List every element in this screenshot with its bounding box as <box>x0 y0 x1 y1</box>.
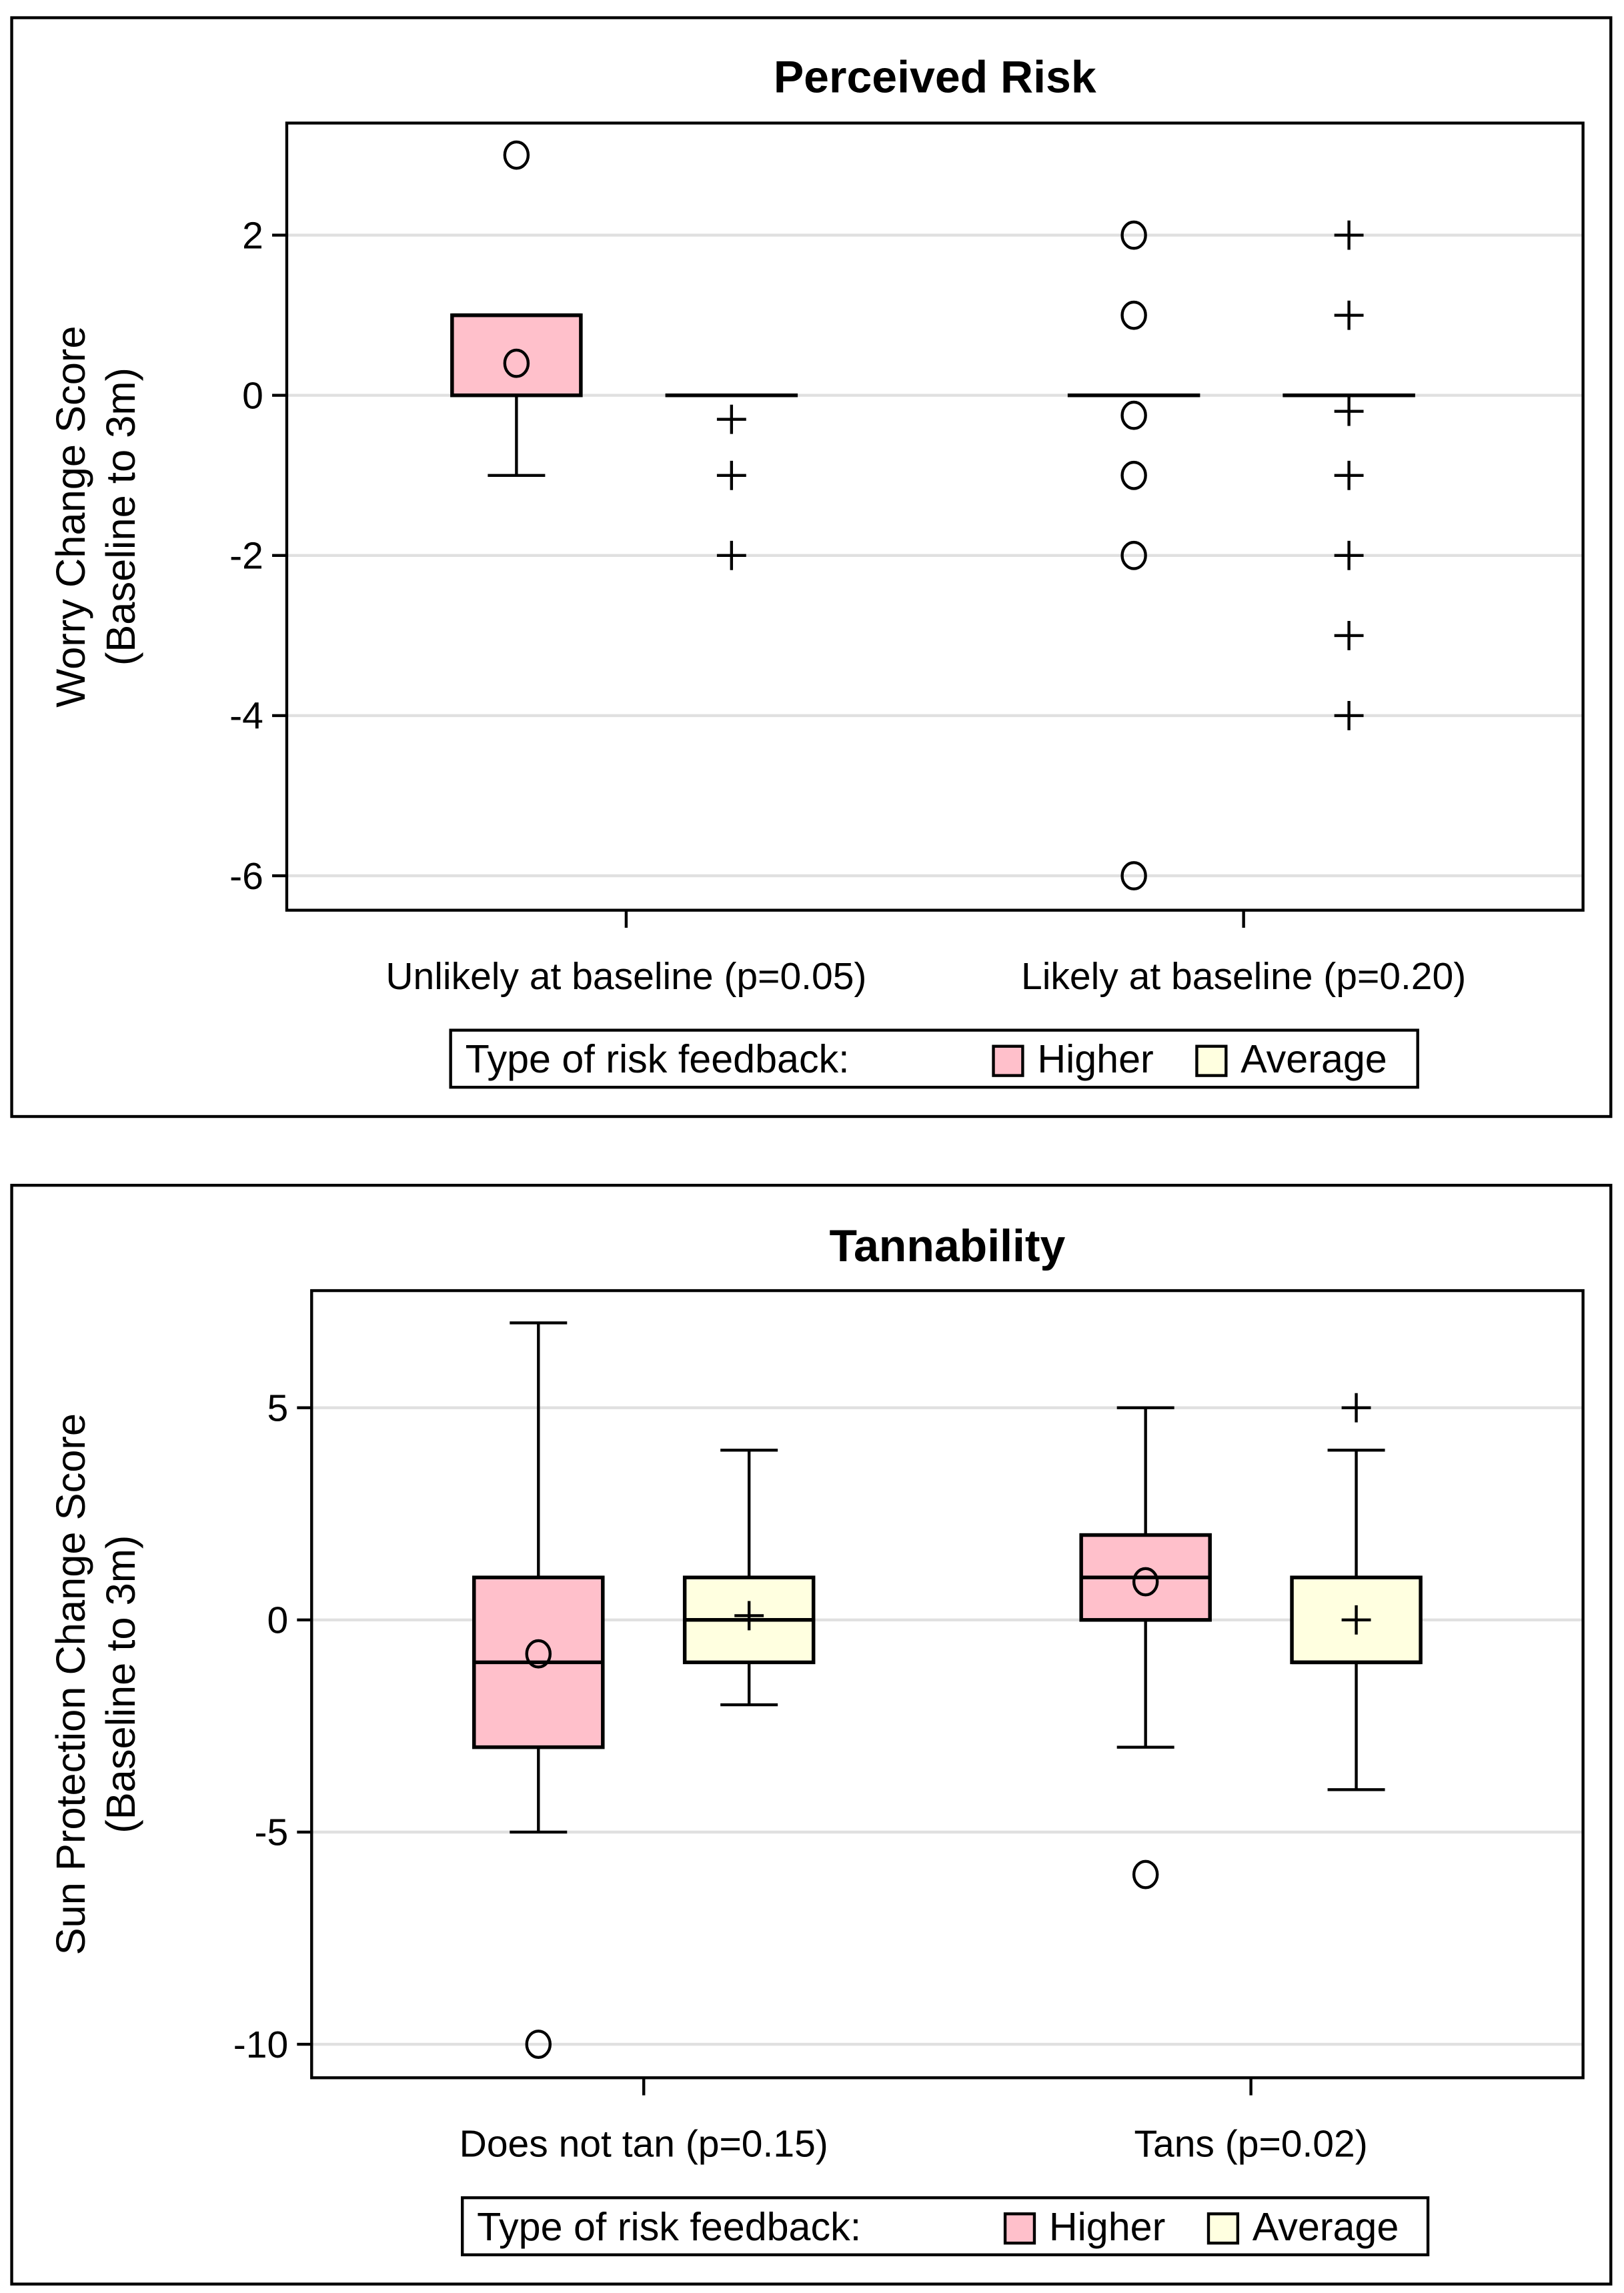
outlier-marker <box>1341 1393 1371 1423</box>
outlier-marker <box>1334 620 1364 650</box>
box-average-0 <box>665 393 798 570</box>
outlier-marker <box>1120 540 1147 570</box>
mean-marker <box>1334 396 1364 426</box>
y-axis-label: Worry Change Score <box>48 325 94 707</box>
outlier-marker <box>1334 220 1364 250</box>
y-tick-label: -10 <box>233 2024 288 2066</box>
y-tick-label: -4 <box>229 695 263 738</box>
legend-swatch-average <box>1206 2212 1240 2245</box>
outlier-marker <box>1120 861 1147 891</box>
box-iqr <box>450 313 583 398</box>
outlier-marker <box>1132 1859 1159 1889</box>
legend-swatch-higher <box>1003 2212 1036 2245</box>
y-tick-label: -6 <box>229 855 263 898</box>
x-tick-label: Tans (p=0.02) <box>1134 2123 1367 2166</box>
mean-marker <box>1132 1567 1159 1597</box>
panel-0: Perceived Risk 2 0 -2 -4 -6 Worry Change Score… <box>10 16 1613 1118</box>
outlier-marker <box>1334 701 1364 730</box>
outlier-marker <box>503 140 530 170</box>
legend-label-average: Average <box>1241 1036 1387 1081</box>
y-tick-label: 2 <box>242 214 263 257</box>
mean-marker <box>525 1639 552 1669</box>
legend-label-higher: Higher <box>1049 2204 1165 2249</box>
plot-area <box>285 121 1585 912</box>
x-tick-label: Does not tan (p=0.15) <box>460 2123 828 2166</box>
legend-label-higher: Higher <box>1037 1036 1153 1081</box>
outlier-marker <box>716 540 746 570</box>
legend-label-average: Average <box>1253 2204 1399 2249</box>
legend: Type of risk feedback: Higher Average <box>449 1028 1419 1089</box>
outlier-marker <box>1334 460 1364 490</box>
box-higher-0 <box>472 1321 605 2059</box>
y-axis-label: Sun Protection Change Score <box>48 1413 94 1955</box>
outlier-marker <box>1334 540 1364 570</box>
mean-marker <box>1341 1605 1371 1635</box>
y-axis-label-sub: (Baseline to 3m) <box>98 1535 144 1833</box>
legend-border <box>449 1028 1419 1089</box>
y-tick-label: 0 <box>242 374 263 417</box>
box-higher-0 <box>450 140 583 477</box>
outlier-marker <box>1120 300 1147 330</box>
panel-border <box>10 16 1613 1118</box>
box-average-1 <box>1290 1393 1423 1791</box>
y-tick-label: -2 <box>229 535 263 578</box>
chart-title: Tannability <box>829 1221 1065 1271</box>
outlier-marker <box>1120 460 1147 490</box>
mean-marker <box>1120 400 1147 430</box>
legend-swatch-average <box>1195 1044 1228 1077</box>
plot-area <box>310 1289 1585 2080</box>
y-tick-label: -5 <box>254 1811 288 1854</box>
legend-swatch-higher <box>992 1044 1024 1077</box>
mean-marker <box>734 1601 764 1631</box>
y-tick-label: 5 <box>267 1387 288 1429</box>
legend: Type of risk feedback: Higher Average <box>461 2196 1430 2256</box>
mean-marker <box>716 404 746 434</box>
outlier-marker <box>525 2030 552 2059</box>
y-tick-label: 0 <box>267 1599 288 1642</box>
panel-1: Tannability 5 0 -5 -10 Sun Protection Change … <box>10 1183 1613 2286</box>
outlier-marker <box>1120 220 1147 250</box>
legend-border <box>461 2196 1430 2256</box>
panel-border <box>10 1183 1613 2286</box>
outlier-marker <box>716 460 746 490</box>
y-axis-label-sub: (Baseline to 3m) <box>98 367 144 666</box>
x-tick-label: Unlikely at baseline (p=0.05) <box>385 955 866 998</box>
legend-title: Type of risk feedback: <box>477 2204 861 2249</box>
mean-marker <box>503 348 530 378</box>
legend-title: Type of risk feedback: <box>466 1036 850 1081</box>
box-average-1 <box>1283 220 1415 730</box>
outlier-marker <box>1334 300 1364 330</box>
box-higher-1 <box>1067 220 1200 891</box>
box-higher-1 <box>1079 1406 1212 1889</box>
chart-title: Perceived Risk <box>774 51 1096 102</box>
x-tick-label: Likely at baseline (p=0.20) <box>1021 955 1466 998</box>
box-average-0 <box>682 1449 816 1707</box>
